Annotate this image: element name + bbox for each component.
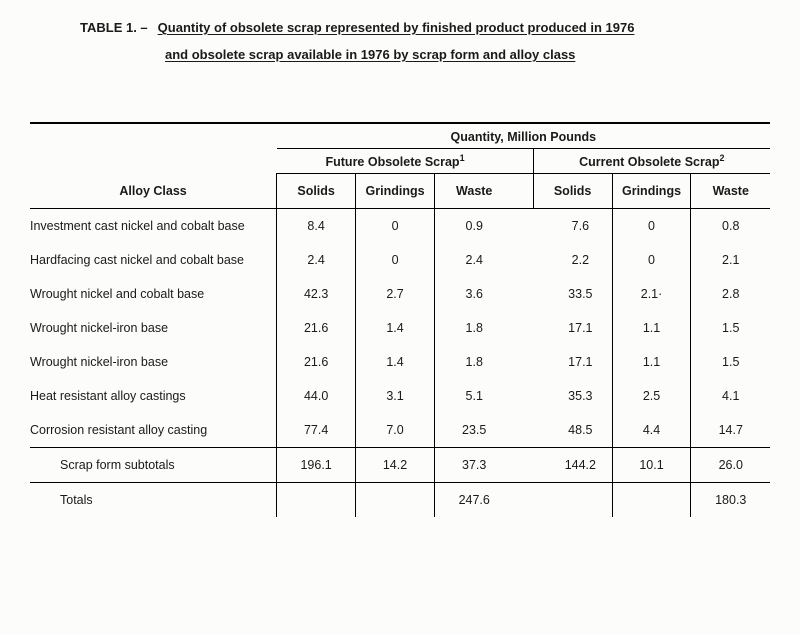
table-cell: 0.8: [691, 209, 770, 244]
table-cell: 180.3: [691, 483, 770, 518]
table-cell: [612, 483, 691, 518]
group-current-label: Current Obsolete Scrap: [579, 155, 719, 169]
table-cell: 2.2: [533, 243, 612, 277]
super-header: Quantity, Million Pounds: [277, 123, 770, 149]
table-cell: [533, 483, 612, 518]
table-cell: 2.1: [691, 243, 770, 277]
table-cell: 48.5: [533, 413, 612, 448]
table-cell: 21.6: [277, 345, 356, 379]
table-cell: 8.4: [277, 209, 356, 244]
table-cell: 14.2: [356, 448, 435, 483]
table-row: Corrosion resistant alloy casting77.47.0…: [30, 413, 770, 448]
table-row: Wrought nickel and cobalt base42.32.73.6…: [30, 277, 770, 311]
table-cell: 1.4: [356, 311, 435, 345]
col-waste-current: Waste: [691, 174, 770, 209]
table-cell: 4.4: [612, 413, 691, 448]
table-cell: 0: [612, 209, 691, 244]
table-cell: 3.1: [356, 379, 435, 413]
table-cell: 5.1: [435, 379, 514, 413]
table-cell: 0: [356, 209, 435, 244]
row-label: Hardfacing cast nickel and cobalt base: [30, 243, 277, 277]
table-cell: 1.8: [435, 345, 514, 379]
table-row: Heat resistant alloy castings44.03.15.1 3…: [30, 379, 770, 413]
totals-label: Totals: [30, 483, 277, 518]
col-waste-future: Waste: [435, 174, 514, 209]
col-grindings-future: Grindings: [356, 174, 435, 209]
table-cell: 37.3: [435, 448, 514, 483]
table-caption: TABLE 1. – Quantity of obsolete scrap re…: [80, 20, 770, 62]
table-cell: 247.6: [435, 483, 514, 518]
table-cell: 1.5: [691, 311, 770, 345]
table-cell: 2.4: [435, 243, 514, 277]
table-cell: 35.3: [533, 379, 612, 413]
group-header-future: Future Obsolete Scrap1: [277, 149, 514, 174]
table-cell: 0: [612, 243, 691, 277]
table-cell: 7.0: [356, 413, 435, 448]
row-label: Wrought nickel and cobalt base: [30, 277, 277, 311]
table-cell: 196.1: [277, 448, 356, 483]
col-solids-current: Solids: [533, 174, 612, 209]
table-row: Investment cast nickel and cobalt base8.…: [30, 209, 770, 244]
table-cell: 3.6: [435, 277, 514, 311]
row-header: Alloy Class: [30, 174, 277, 209]
table-cell: 17.1: [533, 345, 612, 379]
table-cell: 42.3: [277, 277, 356, 311]
title-line-2: and obsolete scrap available in 1976 by …: [165, 47, 575, 62]
table-cell: 10.1: [612, 448, 691, 483]
col-grindings-current: Grindings: [612, 174, 691, 209]
row-label: Corrosion resistant alloy casting: [30, 413, 277, 448]
table-row: Hardfacing cast nickel and cobalt base2.…: [30, 243, 770, 277]
footnote-1: 1: [460, 153, 465, 163]
group-future-label: Future Obsolete Scrap: [326, 155, 460, 169]
table-cell: 1.5: [691, 345, 770, 379]
table-cell: 2.5: [612, 379, 691, 413]
title-line-1: Quantity of obsolete scrap represented b…: [158, 20, 635, 35]
table-cell: 21.6: [277, 311, 356, 345]
table-cell: 1.1: [612, 345, 691, 379]
col-solids-future: Solids: [277, 174, 356, 209]
table-row: Wrought nickel-iron base21.61.41.817.11.…: [30, 345, 770, 379]
table-cell: 144.2: [533, 448, 612, 483]
table-cell: 4.1: [691, 379, 770, 413]
table-cell: 44.0: [277, 379, 356, 413]
table-cell: 2.1·: [612, 277, 691, 311]
table-cell: 1.8: [435, 311, 514, 345]
row-label: Wrought nickel-iron base: [30, 345, 277, 379]
footnote-2: 2: [719, 153, 724, 163]
table-cell: 2.4: [277, 243, 356, 277]
table-cell: 33.5: [533, 277, 612, 311]
table-cell: 0: [356, 243, 435, 277]
table-cell: 2.8: [691, 277, 770, 311]
scrap-table: Quantity, Million Pounds Future Obsolete…: [30, 122, 770, 517]
row-label: Heat resistant alloy castings: [30, 379, 277, 413]
table-cell: 1.4: [356, 345, 435, 379]
table-cell: 77.4: [277, 413, 356, 448]
table-cell: 17.1: [533, 311, 612, 345]
table-cell: 1.1: [612, 311, 691, 345]
page: TABLE 1. – Quantity of obsolete scrap re…: [0, 0, 800, 517]
table-cell: [356, 483, 435, 518]
table-cell: 14.7: [691, 413, 770, 448]
table-cell: 7.6: [533, 209, 612, 244]
table-cell: 2.7: [356, 277, 435, 311]
table-cell: 0.9: [435, 209, 514, 244]
table-cell: 26.0: [691, 448, 770, 483]
table-cell: 23.5: [435, 413, 514, 448]
row-label: Wrought nickel-iron base: [30, 311, 277, 345]
table-row: Wrought nickel-iron base21.61.41.817.11.…: [30, 311, 770, 345]
table-cell: [277, 483, 356, 518]
subtotals-label: Scrap form subtotals: [30, 448, 277, 483]
row-label: Investment cast nickel and cobalt base: [30, 209, 277, 244]
table-number: TABLE 1. –: [80, 20, 148, 35]
group-header-current: Current Obsolete Scrap2: [533, 149, 770, 174]
